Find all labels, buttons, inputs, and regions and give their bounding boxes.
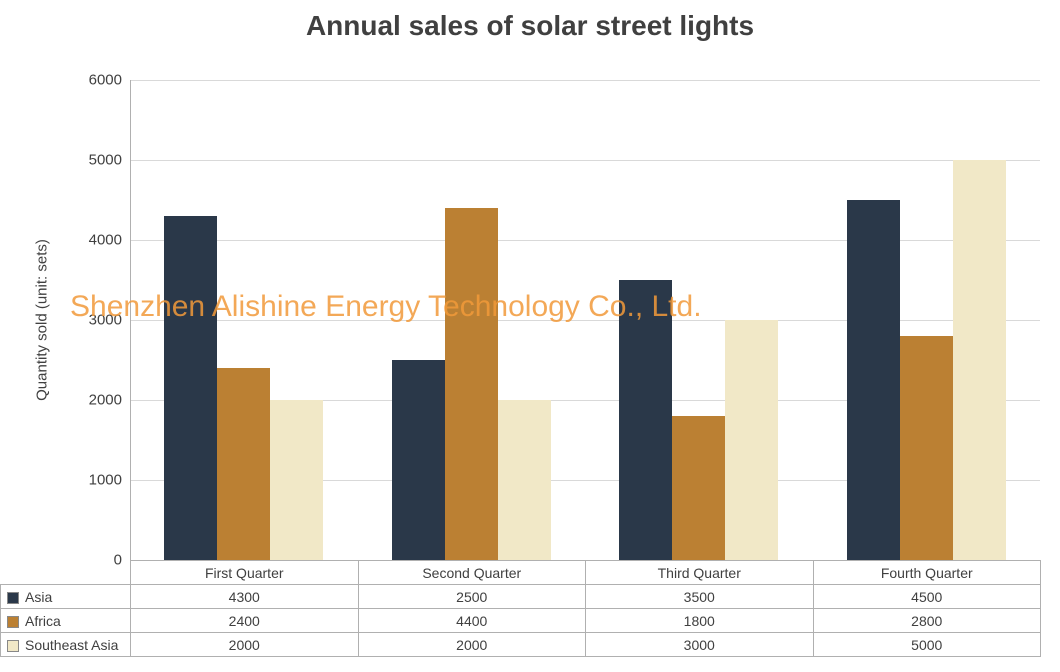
bar xyxy=(725,320,778,560)
legend-swatch xyxy=(7,616,19,628)
table-cell: 3000 xyxy=(586,633,814,657)
table-cell: 2800 xyxy=(813,609,1041,633)
gridline xyxy=(130,80,1040,81)
y-tick-label: 2000 xyxy=(89,392,130,409)
table-cell: 4300 xyxy=(131,585,359,609)
table-category-header: Fourth Quarter xyxy=(813,561,1041,585)
table-cell: 3500 xyxy=(586,585,814,609)
bar xyxy=(672,416,725,560)
legend-series-label: Southeast Asia xyxy=(1,633,131,657)
legend-series-label: Asia xyxy=(1,585,131,609)
table-category-header: First Quarter xyxy=(131,561,359,585)
bar xyxy=(445,208,498,560)
table-corner-cell xyxy=(1,561,131,585)
y-tick-label: 3000 xyxy=(89,312,130,329)
table-row: Southeast Asia2000200030005000 xyxy=(1,633,1041,657)
y-tick-label: 1000 xyxy=(89,472,130,489)
data-table: First QuarterSecond QuarterThird Quarter… xyxy=(0,560,1041,657)
gridline xyxy=(130,240,1040,241)
bar xyxy=(392,360,445,560)
table-cell: 5000 xyxy=(813,633,1041,657)
table-cell: 2000 xyxy=(358,633,586,657)
bar xyxy=(953,160,1006,560)
legend-swatch xyxy=(7,592,19,604)
bar xyxy=(270,400,323,560)
bar xyxy=(217,368,270,560)
plot-area: 0100020003000400050006000 xyxy=(130,80,1040,560)
bar xyxy=(619,280,672,560)
table-header-row: First QuarterSecond QuarterThird Quarter… xyxy=(1,561,1041,585)
legend-series-label: Africa xyxy=(1,609,131,633)
bar xyxy=(900,336,953,560)
table-cell: 4400 xyxy=(358,609,586,633)
gridline xyxy=(130,320,1040,321)
table-category-header: Second Quarter xyxy=(358,561,586,585)
table-cell: 2500 xyxy=(358,585,586,609)
gridline xyxy=(130,160,1040,161)
table-row: Africa2400440018002800 xyxy=(1,609,1041,633)
bar xyxy=(847,200,900,560)
chart-title: Annual sales of solar street lights xyxy=(0,10,1060,42)
y-tick-label: 5000 xyxy=(89,152,130,169)
y-tick-label: 6000 xyxy=(89,72,130,89)
table-cell: 4500 xyxy=(813,585,1041,609)
table-row: Asia4300250035004500 xyxy=(1,585,1041,609)
table-category-header: Third Quarter xyxy=(586,561,814,585)
table-cell: 2000 xyxy=(131,633,359,657)
y-axis-line xyxy=(130,80,131,560)
bar xyxy=(498,400,551,560)
y-axis-label: Quantity sold (unit: sets) xyxy=(34,239,51,401)
legend-swatch xyxy=(7,640,19,652)
bar xyxy=(164,216,217,560)
y-tick-label: 4000 xyxy=(89,232,130,249)
table-cell: 1800 xyxy=(586,609,814,633)
table-cell: 2400 xyxy=(131,609,359,633)
